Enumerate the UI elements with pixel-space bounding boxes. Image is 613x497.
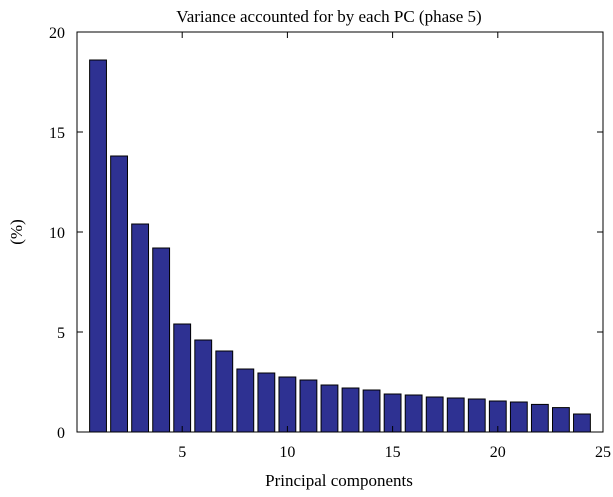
bar-pc-4 — [152, 247, 171, 433]
bars-group — [89, 59, 591, 433]
y-tick-label-5: 5 — [57, 325, 65, 342]
bar-pc-16 — [404, 394, 423, 433]
bar-pc-14 — [362, 389, 381, 433]
bar-pc-17 — [425, 396, 444, 433]
bar-pc-8 — [236, 368, 255, 433]
bar-pc-6 — [194, 339, 213, 433]
y-tick-label-15: 15 — [49, 125, 65, 142]
bar-pc-3 — [131, 223, 150, 433]
y-tick-label-0: 0 — [57, 425, 65, 442]
bar-pc-13 — [341, 387, 360, 433]
x-tick-label-10: 10 — [279, 444, 295, 461]
x-tick-label-15: 15 — [385, 444, 401, 461]
y-axis-label: (%) — [7, 219, 26, 244]
bar-pc-12 — [320, 384, 339, 433]
bar-pc-2 — [110, 155, 128, 433]
x-tick-label-20: 20 — [490, 444, 506, 461]
bar-pc-19 — [467, 398, 486, 433]
axis-ticks: 5 10 15 20 25 0 5 10 15 20 — [49, 25, 611, 461]
bar-pc-9 — [257, 372, 276, 433]
y-tick-label-10: 10 — [49, 225, 65, 242]
bar-pc-5 — [173, 323, 192, 433]
bar-pc-24 — [573, 413, 591, 433]
bar-pc-18 — [446, 397, 465, 433]
bar-pc-10 — [278, 376, 297, 433]
bar-pc-7 — [215, 350, 234, 433]
x-tick-label-5: 5 — [178, 444, 186, 461]
x-axis-label: Principal components — [265, 471, 413, 490]
chart-title: Variance accounted for by each PC (phase… — [176, 7, 481, 26]
bar-pc-1 — [89, 59, 107, 433]
bar-pc-21 — [509, 401, 528, 433]
bar-pc-22 — [530, 403, 549, 433]
y-tick-label-20: 20 — [49, 25, 65, 42]
x-tick-label-25: 25 — [595, 444, 611, 461]
bar-pc-23 — [552, 407, 570, 433]
plot-area: 5 10 15 20 25 0 5 10 15 20 — [49, 25, 611, 461]
bar-pc-11 — [299, 379, 318, 433]
